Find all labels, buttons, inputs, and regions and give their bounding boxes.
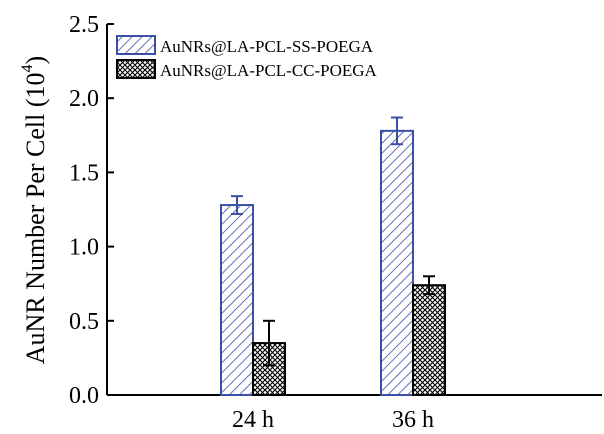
x-tick-label: 36 h — [392, 407, 434, 433]
legend-swatch-cc — [116, 59, 156, 79]
legend-swatch-ss — [116, 35, 156, 55]
bar-ss-0 — [220, 204, 254, 396]
y-axis-label-text: AuNR Number Per Cell — [21, 114, 50, 365]
x-tick-label: 24 h — [232, 407, 274, 433]
legend-label-ss: AuNRs@LA-PCL-SS-POEGA — [160, 37, 374, 56]
y-tick-label: 0.0 — [69, 383, 99, 409]
bars — [220, 116, 446, 397]
axes — [106, 24, 602, 396]
y-tick-label: 1.5 — [69, 160, 99, 186]
y-tick-label: 2.0 — [69, 86, 99, 112]
x-ticks: 24 h 36 h — [232, 407, 434, 433]
error-bar — [231, 195, 243, 215]
legend: AuNRs@LA-PCL-SS-POEGA AuNRs@LA-PCL-CC-PO… — [116, 35, 378, 80]
error-bar — [391, 116, 403, 146]
bar-ss-1 — [380, 129, 414, 397]
error-bar — [423, 275, 435, 296]
y-axis-label: AuNR Number Per Cell (104) — [19, 56, 50, 364]
y-tick-label: 2.5 — [69, 12, 99, 38]
y-tick-label: 1.0 — [69, 235, 99, 261]
legend-label-cc: AuNRs@LA-PCL-CC-POEGA — [160, 61, 378, 80]
y-tick-label: 0.5 — [69, 309, 99, 335]
y-axis-unit-exp: 4 — [19, 64, 36, 72]
bar-cc-1 — [412, 284, 446, 396]
error-bar — [263, 319, 275, 367]
svg-text:AuNR Number Per Cell (1: AuNR Number Per Cell (104) — [19, 56, 50, 364]
y-axis-unit-base: 10 — [21, 72, 50, 98]
y-ticks: 0.0 0.5 1.0 1.5 2.0 2.5 — [69, 12, 114, 409]
